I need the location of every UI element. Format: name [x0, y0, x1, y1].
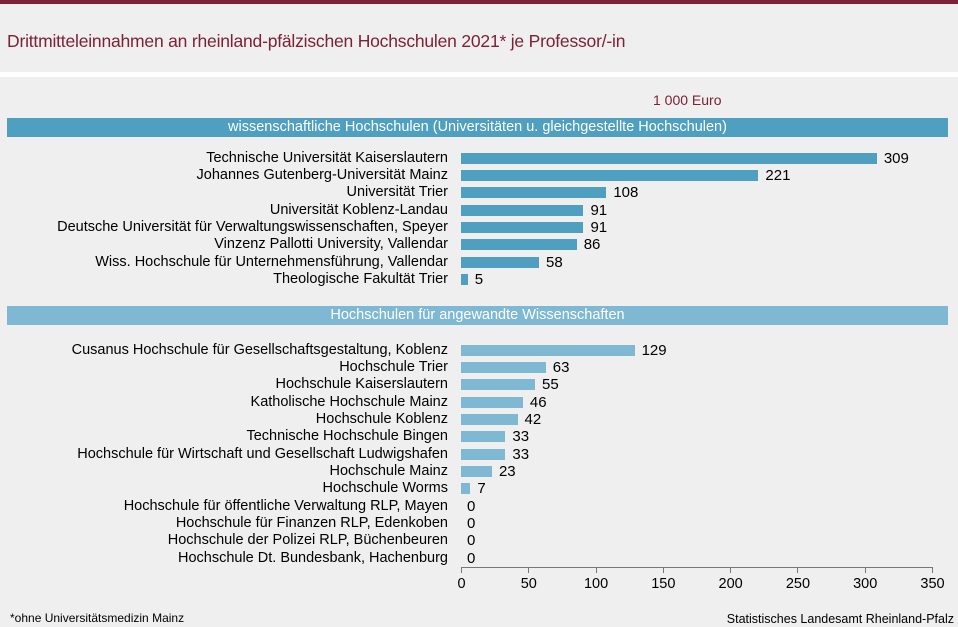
x-tick	[461, 567, 462, 573]
x-tick	[528, 567, 530, 573]
bar	[461, 239, 577, 251]
category-label: Hochschule für Wirtschaft und Gesellscha…	[77, 445, 448, 462]
value-label: 86	[583, 236, 601, 254]
value-label: 33	[512, 428, 530, 446]
category-label: Katholische Hochschule Mainz	[250, 393, 448, 410]
x-tick	[730, 567, 732, 573]
category-label: Universität Trier	[346, 184, 448, 201]
value-label: 129	[641, 341, 667, 359]
bar	[461, 431, 506, 443]
x-tick	[662, 567, 664, 573]
category-label: Deutsche Universität für Verwaltungswiss…	[57, 218, 448, 235]
value-label: 0	[467, 497, 476, 515]
category-label: Hochschule für öffentliche Verwaltung RL…	[123, 497, 448, 514]
x-tick-label: 250	[785, 576, 811, 592]
value-label: 23	[498, 462, 516, 480]
x-tick-label: 300	[853, 576, 878, 592]
x-tick-label: 200	[718, 576, 743, 592]
bar	[461, 465, 492, 477]
unit-label: 1 000 Euro	[653, 92, 722, 108]
bar	[461, 256, 540, 268]
top-border	[0, 0, 958, 4]
bar	[461, 448, 506, 460]
value-label: 309	[883, 149, 909, 167]
value-label: 5	[474, 270, 484, 288]
category-label: Hochschule der Polizei RLP, Büchenbeuren	[167, 532, 448, 549]
category-label: Hochschule Mainz	[329, 462, 448, 479]
x-tick	[864, 567, 866, 573]
bar	[461, 187, 607, 199]
bar	[461, 221, 584, 233]
category-label: Hochschule Kaiserslautern	[275, 376, 448, 393]
category-label: Technische Hochschule Bingen	[246, 428, 448, 445]
category-label: Vinzenz Pallotti University, Vallendar	[214, 236, 448, 253]
footnote: *ohne Universitätsmedizin Mainz	[10, 611, 185, 625]
value-label: 33	[512, 445, 530, 463]
category-label: Johannes Gutenberg-Universität Mainz	[196, 166, 448, 183]
bar	[461, 344, 635, 356]
value-label: 91	[590, 218, 608, 236]
x-tick-label: 350	[920, 576, 945, 592]
value-label: 55	[542, 376, 559, 394]
value-label: 46	[529, 393, 547, 411]
value-label: 7	[477, 480, 486, 498]
bar	[461, 361, 546, 373]
bar	[461, 483, 471, 495]
x-tick-label: 100	[583, 576, 609, 592]
category-label: Universität Koblenz-Landau	[269, 201, 448, 218]
category-label: Wiss. Hochschule für Unternehmensführung…	[95, 253, 448, 270]
chart-title: Drittmitteleinnahmen an rheinland-pfälzi…	[7, 31, 626, 51]
value-label: 221	[765, 166, 791, 184]
category-label: Hochschule Koblenz	[315, 410, 448, 427]
value-label: 91	[590, 201, 608, 219]
x-tick	[797, 567, 799, 573]
source: Statistisches Landesamt Rheinland-Pfalz	[726, 612, 954, 626]
bar	[461, 204, 584, 216]
value-label: 108	[613, 184, 639, 202]
bar	[461, 396, 523, 408]
bar	[461, 169, 759, 181]
value-label: 0	[467, 532, 476, 550]
bar	[461, 152, 877, 164]
value-label: 0	[467, 549, 476, 567]
bar	[461, 379, 535, 391]
bar	[461, 273, 468, 285]
category-label: Cusanus Hochschule für Gesellschaftsgest…	[71, 341, 448, 358]
title-band	[0, 4, 958, 72]
value-label: 42	[524, 410, 542, 428]
category-label: Technische Universität Kaiserslautern	[206, 149, 448, 166]
category-label: Hochschule für Finanzen RLP, Edenkoben	[175, 515, 448, 531]
x-tick-label: 50	[520, 576, 537, 592]
category-label: Theologische Fakultät Trier	[273, 270, 448, 287]
category-label: Hochschule Trier	[339, 358, 448, 375]
group-header: wissenschaftliche Hochschulen (Universit…	[7, 118, 948, 137]
x-tick-label: 0	[457, 576, 466, 592]
category-label: Hochschule Dt. Bundesbank, Hachenburg	[177, 549, 448, 566]
value-label: 0	[467, 515, 476, 532]
value-label: 58	[546, 253, 563, 271]
bar	[461, 413, 518, 425]
x-axis	[461, 567, 932, 568]
group-header: Hochschulen für angewandte Wissenschafte…	[7, 306, 948, 325]
x-tick	[932, 567, 933, 573]
x-tick	[595, 567, 597, 573]
category-label: Hochschule Worms	[322, 480, 448, 497]
value-label: 63	[552, 358, 570, 376]
x-tick-label: 150	[651, 576, 676, 592]
